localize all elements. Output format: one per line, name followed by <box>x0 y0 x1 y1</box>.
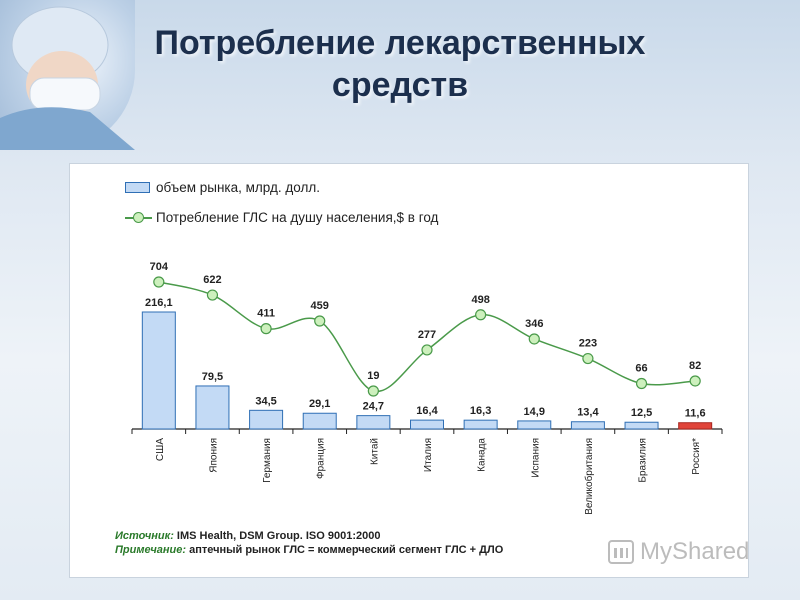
legend-line-swatch <box>125 211 152 223</box>
chart-panel: объем рынка, млрд. долл. Потребление ГЛС… <box>69 163 749 578</box>
line-value-label: 19 <box>367 370 379 382</box>
line-point-2 <box>206 289 219 301</box>
footnote-note-text: аптечный рынок ГЛС = коммерческий сегмен… <box>189 544 504 556</box>
bar-value-label: 14,9 <box>524 406 545 418</box>
category-label: Китай <box>369 438 380 465</box>
bar-value-label: 13,4 <box>577 407 599 419</box>
line-point-1 <box>153 276 165 288</box>
bar-value-label: 216,1 <box>145 297 173 309</box>
line-value-label: 459 <box>311 300 329 312</box>
category-label: США <box>155 438 166 461</box>
bar-8 <box>517 420 552 430</box>
line-point-3 <box>260 323 272 335</box>
chart-legend: объем рынка, млрд. долл. Потребление ГЛС… <box>125 176 438 236</box>
line-value-label: 277 <box>418 329 436 341</box>
slide-title: Потребление лекарственных средств <box>140 22 660 106</box>
bar-value-label: 12,5 <box>631 407 652 419</box>
line-point-9 <box>582 352 594 365</box>
bar-value-label: 16,4 <box>416 405 438 417</box>
bar-4 <box>302 412 337 430</box>
line-value-label: 704 <box>150 261 169 273</box>
bar-value-label: 29,1 <box>309 398 330 410</box>
chart-footnote: Источник: IMS Health, DSM Group. ISO 900… <box>115 529 503 557</box>
category-label: Япония <box>208 438 219 473</box>
line-value-label: 346 <box>525 318 543 330</box>
bar-6 <box>410 419 444 430</box>
line-value-label: 82 <box>689 360 701 372</box>
line-point-4 <box>314 315 326 327</box>
line-point-5 <box>367 385 379 397</box>
line-value-label: 66 <box>635 363 647 375</box>
legend-label-market-volume: объем рынка, млрд. долл. <box>156 179 320 195</box>
bar-value-label: 34,5 <box>255 395 276 407</box>
line-point-6 <box>421 344 433 356</box>
bar-value-label: 24,7 <box>363 401 384 413</box>
line-value-label: 622 <box>203 274 221 286</box>
slide-title-line-1: Потребление лекарственных <box>154 24 646 62</box>
footnote-source: Источник: IMS Health, DSM Group. ISO 900… <box>115 529 503 543</box>
bar-10 <box>624 421 659 430</box>
legend-item-consumption: Потребление ГЛС на душу населения,$ в го… <box>125 206 438 228</box>
combo-chart: 216,1 США 79,5 Япония 34,5 Германия 29,1 Франци… <box>131 261 723 515</box>
bar-value-label: 16,3 <box>470 405 491 417</box>
doctor-photo <box>0 0 135 150</box>
line-point-11 <box>689 375 701 387</box>
line-point-8 <box>528 333 540 345</box>
line-value-label: 498 <box>471 294 489 306</box>
footnote-source-label: Источник: <box>115 530 174 542</box>
bar-2 <box>195 385 230 430</box>
category-label: Канада <box>477 438 488 472</box>
line-value-label: 411 <box>257 308 275 320</box>
bar-1 <box>141 311 176 430</box>
presentation-chart-icon <box>608 540 634 564</box>
bar-11 <box>678 422 713 430</box>
category-label: Испания <box>530 438 541 478</box>
category-label: Германия <box>262 438 273 483</box>
bar-7 <box>463 419 498 430</box>
category-label: Великобритания <box>583 438 595 515</box>
category-label: Франция <box>316 438 327 479</box>
line-value-label: 223 <box>579 338 597 350</box>
watermark-text: MyShared <box>640 538 750 565</box>
footnote-source-text: IMS Health, DSM Group. ISO 9001:2000 <box>176 530 381 542</box>
bar-9 <box>570 421 605 430</box>
bar-5 <box>356 415 391 430</box>
legend-item-market-volume: объем рынка, млрд. долл. <box>125 176 438 198</box>
bar-value-label: 11,6 <box>685 408 706 420</box>
legend-bar-swatch <box>125 181 150 193</box>
category-label: Россия* <box>691 438 702 475</box>
consumption-line <box>158 281 696 393</box>
watermark: MyShared <box>608 538 749 566</box>
category-label: Бразилия <box>638 438 649 483</box>
line-point-7 <box>475 309 487 321</box>
line-point-10 <box>635 377 648 390</box>
bar-value-label: 79,5 <box>202 371 223 383</box>
bar-3 <box>249 409 284 430</box>
footnote-note-label: Примечание: <box>115 544 187 556</box>
legend-label-consumption: Потребление ГЛС на душу населения,$ в го… <box>156 209 439 225</box>
footnote-note: Примечание: аптечный рынок ГЛС = коммерч… <box>115 543 503 557</box>
category-label: Италия <box>423 438 434 472</box>
slide-title-line-2: средств <box>331 66 469 104</box>
